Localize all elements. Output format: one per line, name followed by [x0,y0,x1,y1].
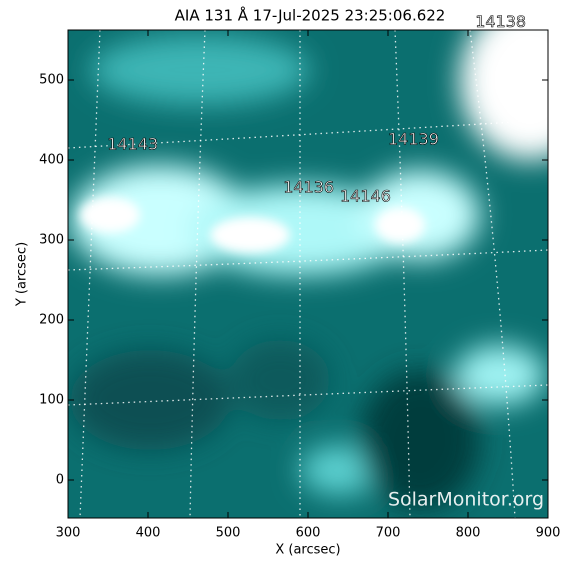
region-label: 14139 [388,130,439,149]
y-tick-label: 300 [39,233,64,248]
x-axis-label: X (arcsec) [275,543,340,558]
y-tick-label: 100 [39,393,64,408]
y-tick-label: 500 [39,73,64,88]
y-axis-label: Y (arcsec) [15,242,30,307]
y-tick-label: 400 [39,153,64,168]
y-tick-label: 0 [56,473,64,488]
region-label: 14136 [283,178,334,197]
x-tick-label: 700 [376,526,401,541]
y-tick-label: 200 [39,313,64,328]
x-tick-label: 300 [56,526,81,541]
region-label: 14138 [475,12,526,31]
region-label: 14143 [107,134,158,153]
x-tick-label: 600 [296,526,321,541]
region-label: 14146 [340,186,391,205]
watermark: SolarMonitor.org [388,489,544,511]
x-tick-label: 500 [216,526,241,541]
solar-image [68,30,548,518]
x-tick-label: 400 [136,526,161,541]
x-tick-label: 800 [456,526,481,541]
x-tick-label: 900 [536,526,561,541]
title: AIA 131 Å 17-Jul-2025 23:25:06.622 [175,6,446,25]
